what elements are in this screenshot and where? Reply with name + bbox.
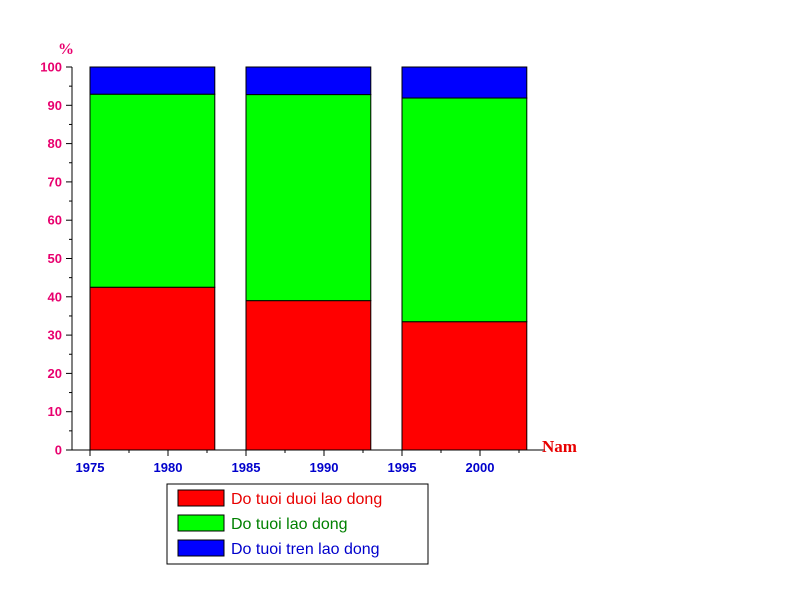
x-tick-label: 1975	[76, 460, 105, 475]
bar-segment	[401, 97, 528, 323]
x-tick-label: 1985	[232, 460, 261, 475]
bar-segment	[89, 286, 216, 451]
y-tick-label: 80	[48, 136, 62, 151]
bar-segment	[245, 94, 372, 302]
bars-group	[89, 66, 528, 451]
y-tick-label: 60	[48, 213, 62, 228]
y-tick-label: 10	[48, 404, 62, 419]
y-tick-label: 90	[48, 98, 62, 113]
bar-segment	[89, 66, 216, 95]
y-axis-label: %	[58, 41, 74, 58]
bar-segment	[245, 300, 372, 451]
bar-segment	[401, 66, 528, 99]
x-tick-label: 1995	[388, 460, 417, 475]
legend: Do tuoi duoi lao dong Do tuoi lao dong Do …	[166, 483, 429, 565]
legend-swatch	[177, 489, 225, 507]
legend-entry-label: Do tuoi lao dong	[231, 516, 348, 533]
y-tick-label: 100	[40, 60, 62, 75]
legend-entry-label: Do tuoi duoi lao dong	[231, 491, 382, 508]
x-tick-label: 1990	[310, 460, 339, 475]
y-tick-label: 20	[48, 366, 62, 381]
ticks-group: 0 10 20 30 40 50 60 70 80 90 100 1975 1980 1985 1990 19…	[40, 60, 520, 475]
y-tick-label: 40	[48, 289, 62, 304]
legend-swatch	[177, 539, 225, 557]
legend-entry-label: Do tuoi tren lao dong	[231, 541, 380, 558]
y-tick-label: 70	[48, 174, 62, 189]
bar-segment	[401, 321, 528, 451]
bar-segment	[245, 66, 372, 96]
y-tick-label: 30	[48, 328, 62, 343]
y-tick-label: 50	[48, 251, 62, 266]
x-tick-label: 2000	[466, 460, 495, 475]
x-axis-label: Nam	[542, 437, 577, 456]
x-tick-label: 1980	[154, 460, 183, 475]
bar-segment	[89, 93, 216, 288]
legend-swatch	[177, 514, 225, 532]
y-tick-label: 0	[55, 443, 62, 458]
